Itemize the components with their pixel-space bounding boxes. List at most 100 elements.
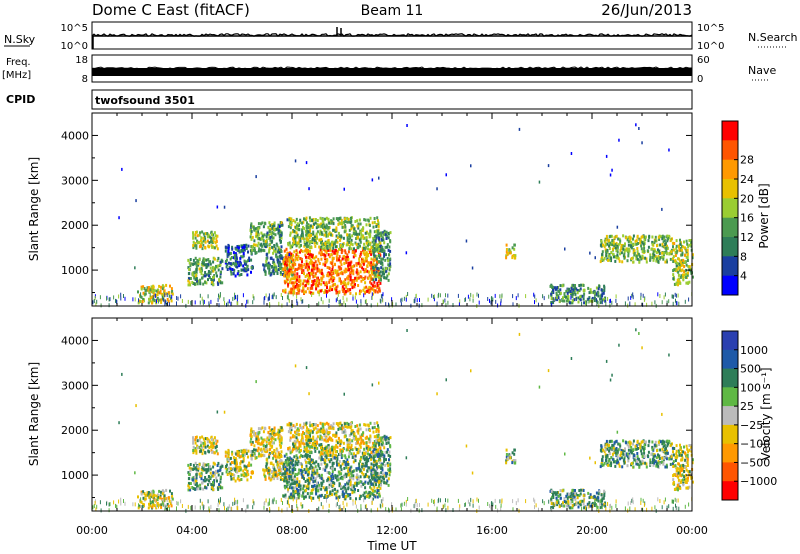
echo-cell <box>238 465 241 469</box>
echo-cell <box>324 242 327 245</box>
echo-cell <box>261 439 264 443</box>
echo-cell <box>594 256 596 260</box>
echo-cell <box>257 249 260 253</box>
echo-cell <box>690 242 692 246</box>
echo-cell <box>495 299 497 304</box>
echo-cell <box>229 474 232 478</box>
echo-cell <box>623 250 626 254</box>
echo-region <box>137 488 174 510</box>
echo-cell <box>377 232 380 236</box>
echo-cell <box>637 242 639 245</box>
echo-cell <box>671 241 674 245</box>
echo-cell <box>346 441 349 445</box>
echo-cell <box>207 477 210 480</box>
echo-cell <box>298 278 301 282</box>
echo-cell <box>465 239 468 243</box>
echo-cell <box>666 300 668 305</box>
echo-cell <box>332 271 335 275</box>
echo-cell <box>194 244 196 248</box>
echo-cell <box>338 234 341 238</box>
echo-cell <box>260 447 263 451</box>
echo-cell <box>658 238 661 241</box>
echo-cell <box>234 259 237 263</box>
echo-cell <box>211 232 213 236</box>
echo-cell <box>236 451 239 455</box>
echo-cell <box>492 297 494 302</box>
echo-cell <box>296 272 299 276</box>
echo-cell <box>338 255 341 259</box>
echo-cell <box>359 445 362 449</box>
echo-cell <box>297 242 300 246</box>
echo-cell <box>201 452 204 456</box>
echo-cell <box>372 278 375 282</box>
echo-cell <box>284 486 287 490</box>
echo-cell <box>263 249 266 253</box>
echo-cell <box>613 255 615 259</box>
echo-cell <box>279 267 282 270</box>
echo-cell <box>342 441 345 445</box>
echo-cell <box>617 255 620 259</box>
echo-cell <box>373 288 375 292</box>
echo-cell <box>598 285 601 289</box>
echo-cell <box>686 281 689 285</box>
echo-cell <box>192 463 195 467</box>
echo-cell <box>243 464 246 468</box>
echo-cell <box>346 256 349 259</box>
echo-cell <box>196 239 199 243</box>
echo-cell <box>262 430 265 434</box>
echo-cell <box>313 427 316 431</box>
echo-cell <box>301 470 304 474</box>
echo-cell <box>377 243 380 247</box>
echo-cell <box>376 286 379 290</box>
echo-cell <box>328 288 331 292</box>
echo-cell <box>605 154 608 158</box>
echo-cell <box>687 245 690 249</box>
echo-cell <box>289 483 292 487</box>
echo-cell <box>324 254 327 258</box>
echo-cell <box>647 245 650 249</box>
echo-cell <box>606 250 609 254</box>
echo-cell <box>672 260 675 263</box>
echo-cell <box>231 301 233 306</box>
echo-cell <box>355 243 358 246</box>
echo-cell <box>166 297 169 301</box>
echo-cell <box>377 224 380 228</box>
echo-cell <box>330 273 333 277</box>
echo-cell <box>309 229 311 233</box>
echo-cell <box>251 244 254 248</box>
echo-cell <box>367 243 370 246</box>
echo-cell <box>295 249 298 253</box>
echo-cell <box>662 240 665 244</box>
echo-cell <box>340 245 343 249</box>
echo-cell <box>195 268 198 272</box>
echo-cell <box>144 497 147 501</box>
echo-cell <box>277 231 280 235</box>
echo-cell <box>293 491 296 495</box>
echo-cell <box>305 224 308 228</box>
echo-cell <box>686 248 689 252</box>
echo-cell <box>247 268 250 272</box>
echo-cell <box>674 259 677 263</box>
echo-cell <box>578 284 581 287</box>
echo-cell <box>299 282 302 286</box>
echo-cell <box>672 257 674 261</box>
echo-cell <box>233 459 236 462</box>
echo-cell <box>187 258 190 262</box>
echo-cell <box>145 288 148 292</box>
echo-cell <box>300 462 303 466</box>
echo-cell <box>310 284 313 288</box>
echo-cell <box>362 278 364 281</box>
echo-cell <box>359 230 362 234</box>
echo-cell <box>358 468 361 471</box>
echo-cell <box>547 164 550 168</box>
echo-cell <box>199 487 202 491</box>
echo-cell <box>351 491 354 495</box>
echo-cell <box>279 475 282 479</box>
echo-cell <box>433 294 435 299</box>
echo-cell <box>626 250 629 253</box>
echo-cell <box>147 301 150 305</box>
echo-cell <box>343 230 346 234</box>
echo-cell <box>571 299 574 303</box>
echo-cell <box>241 460 244 464</box>
echo-cell <box>675 282 678 286</box>
